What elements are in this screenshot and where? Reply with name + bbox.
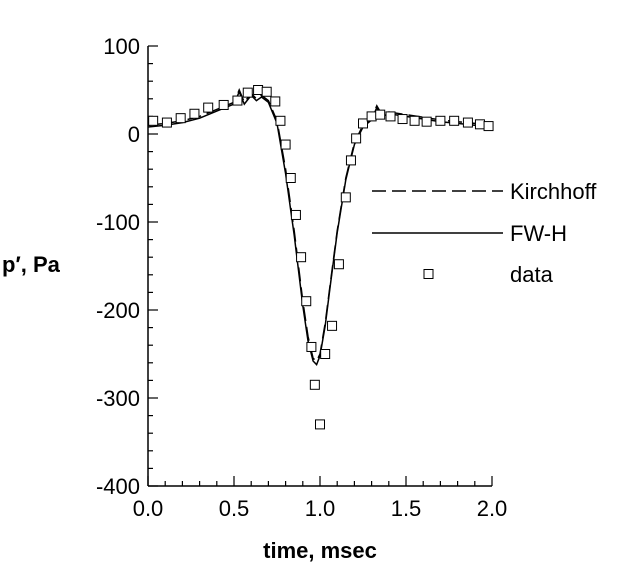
- data-point: [421, 116, 432, 127]
- data-point: [189, 108, 200, 119]
- data-point: [309, 379, 320, 390]
- data-point: [275, 115, 286, 126]
- data-point: [296, 252, 307, 263]
- legend-label: Kirchhoff: [510, 179, 597, 204]
- data-point: [375, 109, 386, 120]
- data-point: [358, 118, 368, 129]
- data-point: [242, 87, 253, 98]
- data-point: [161, 117, 172, 128]
- series-line-kirchhoff: [147, 88, 493, 363]
- x-tick-label: 0.5: [219, 496, 250, 521]
- data-point: [333, 259, 344, 270]
- data-point: [306, 341, 317, 352]
- x-axis-title: time, msec: [263, 538, 377, 563]
- series-line-fw-h: [147, 89, 493, 366]
- x-tick-label: 1.5: [391, 496, 422, 521]
- series-layer: [147, 85, 494, 430]
- y-ticks: 100 0 -100 -200 -300 -400: [96, 34, 158, 499]
- data-point: [397, 114, 408, 125]
- y-tick-label: -400: [96, 474, 140, 499]
- x-tick-label: 2.0: [477, 496, 508, 521]
- data-point: [218, 99, 229, 110]
- data-point: [483, 121, 494, 132]
- data-point: [261, 86, 272, 97]
- x-tick-label: 1.0: [305, 496, 336, 521]
- legend-label: FW-H: [510, 221, 567, 246]
- y-tick-label: 0: [128, 122, 140, 147]
- data-point: [280, 139, 291, 150]
- legend: Kirchhoff FW-H data: [372, 179, 597, 287]
- y-tick-label: -200: [96, 298, 140, 323]
- data-point: [385, 111, 396, 122]
- data-point: [270, 96, 281, 107]
- legend-label: data: [510, 262, 554, 287]
- data-point: [285, 173, 296, 183]
- data-point: [409, 115, 420, 126]
- data-point: [315, 419, 325, 430]
- data-point: [449, 115, 460, 126]
- data-point: [345, 155, 356, 166]
- data-point: [327, 320, 338, 331]
- data-point: [175, 113, 186, 124]
- data-point: [340, 192, 351, 203]
- legend-marker-data: [423, 269, 434, 279]
- data-point: [366, 111, 377, 122]
- data-point: [320, 349, 331, 359]
- y-axis-title: p′, Pa: [2, 252, 61, 277]
- y-tick-label: -300: [96, 386, 140, 411]
- series-data-markers: [148, 85, 494, 430]
- data-point: [435, 115, 446, 126]
- data-point: [351, 133, 362, 144]
- data-point: [290, 209, 301, 220]
- data-point: [462, 117, 473, 128]
- y-tick-label: -100: [96, 210, 140, 235]
- data-point: [203, 102, 214, 113]
- x-ticks: 0.0 0.5 1.0 1.5 2.0: [133, 476, 508, 521]
- data-point: [474, 119, 485, 130]
- y-tick-label: 100: [103, 34, 140, 59]
- data-point: [301, 296, 312, 307]
- x-tick-label: 0.0: [133, 496, 164, 521]
- data-point: [232, 95, 243, 106]
- data-point: [148, 115, 159, 126]
- data-point: [253, 85, 264, 95]
